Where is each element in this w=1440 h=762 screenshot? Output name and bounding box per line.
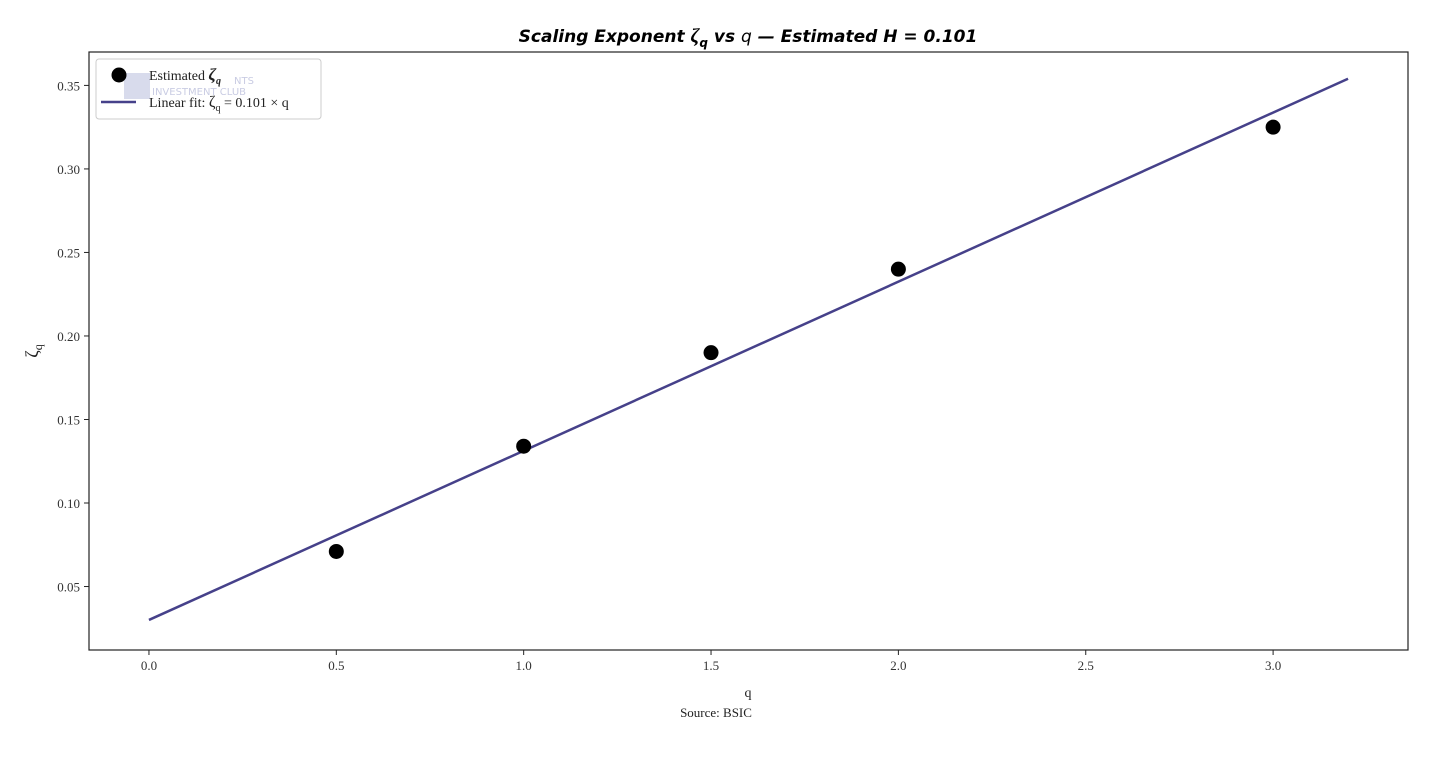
legend: NTS INVESTMENT CLUB Estimated ζq Linear … [95, 58, 322, 120]
x-axis: 0.0 0.5 1.0 1.5 2.0 2.5 3.0 [141, 650, 1281, 673]
y-axis-label-sub: q [31, 344, 45, 350]
y-axis-label: ζq [22, 344, 45, 357]
chart-title-q: q [741, 27, 752, 47]
y-axis: 0.05 0.10 0.15 0.20 0.25 0.30 0.35 [57, 78, 89, 595]
y-axis-label-zeta: ζ [22, 350, 42, 358]
estimated-point-0 [328, 543, 344, 559]
series-layer [148, 77, 1349, 622]
chart-title-zeta: ζ [691, 25, 701, 47]
x-axis-label: q [745, 686, 752, 701]
plot-area [88, 51, 1409, 651]
estimated-point-1 [516, 438, 532, 454]
y-tick-label-5: 0.30 [57, 162, 80, 177]
legend-box [95, 58, 322, 120]
estimated-point-4 [1265, 119, 1281, 135]
chart-title: Scaling Exponent ζq vs q — Estimated H =… [519, 25, 978, 50]
legend-fit-zeta: ζ [209, 94, 216, 111]
legend-estimated-text: Estimated [149, 69, 209, 84]
y-tick-label-4: 0.25 [57, 245, 80, 260]
chart-title-prefix: Scaling Exponent [519, 27, 691, 47]
y-tick-label-2: 0.15 [57, 412, 80, 427]
estimated-point-2 [703, 345, 719, 361]
x-tick-label-4: 2.0 [890, 658, 906, 673]
legend-label-linear-fit: Linear fit: ζq = 0.101 × q [149, 94, 289, 114]
x-tick-label-5: 2.5 [1078, 658, 1094, 673]
x-tick-label-1: 0.5 [328, 658, 344, 673]
watermark: NTS INVESTMENT CLUB [124, 73, 254, 99]
linear-fit-line [148, 77, 1349, 622]
watermark-line-1: NTS [234, 76, 254, 87]
watermark-logo [124, 73, 150, 99]
y-tick-label-3: 0.20 [57, 329, 80, 344]
legend-marker-estimated [111, 67, 127, 83]
x-tick-label-0: 0.0 [141, 658, 157, 673]
x-tick-label-3: 1.5 [703, 658, 719, 673]
estimated-point-3 [890, 261, 906, 277]
legend-fit-sub: q [216, 103, 221, 114]
chart-title-zeta-sub: q [699, 36, 708, 50]
chart-source: Source: BSIC [680, 705, 752, 720]
y-tick-label-0: 0.05 [57, 580, 80, 595]
x-tick-label-2: 1.0 [516, 658, 532, 673]
legend-estimated-zeta: ζ [209, 65, 217, 84]
legend-fit-text: Linear fit: [149, 96, 209, 111]
chart-title-suffix: — Estimated H = 0.101 [752, 27, 978, 47]
legend-label-estimated: Estimated ζq [149, 65, 221, 87]
x-tick-label-6: 3.0 [1265, 658, 1281, 673]
watermark-line-2: INVESTMENT CLUB [152, 87, 246, 98]
legend-fit-rest: = 0.101 × q [221, 96, 289, 111]
legend-estimated-sub: q [216, 76, 221, 87]
y-tick-label-6: 0.35 [57, 78, 80, 93]
y-tick-label-1: 0.10 [57, 496, 80, 511]
chart-title-vs: vs [708, 27, 741, 47]
